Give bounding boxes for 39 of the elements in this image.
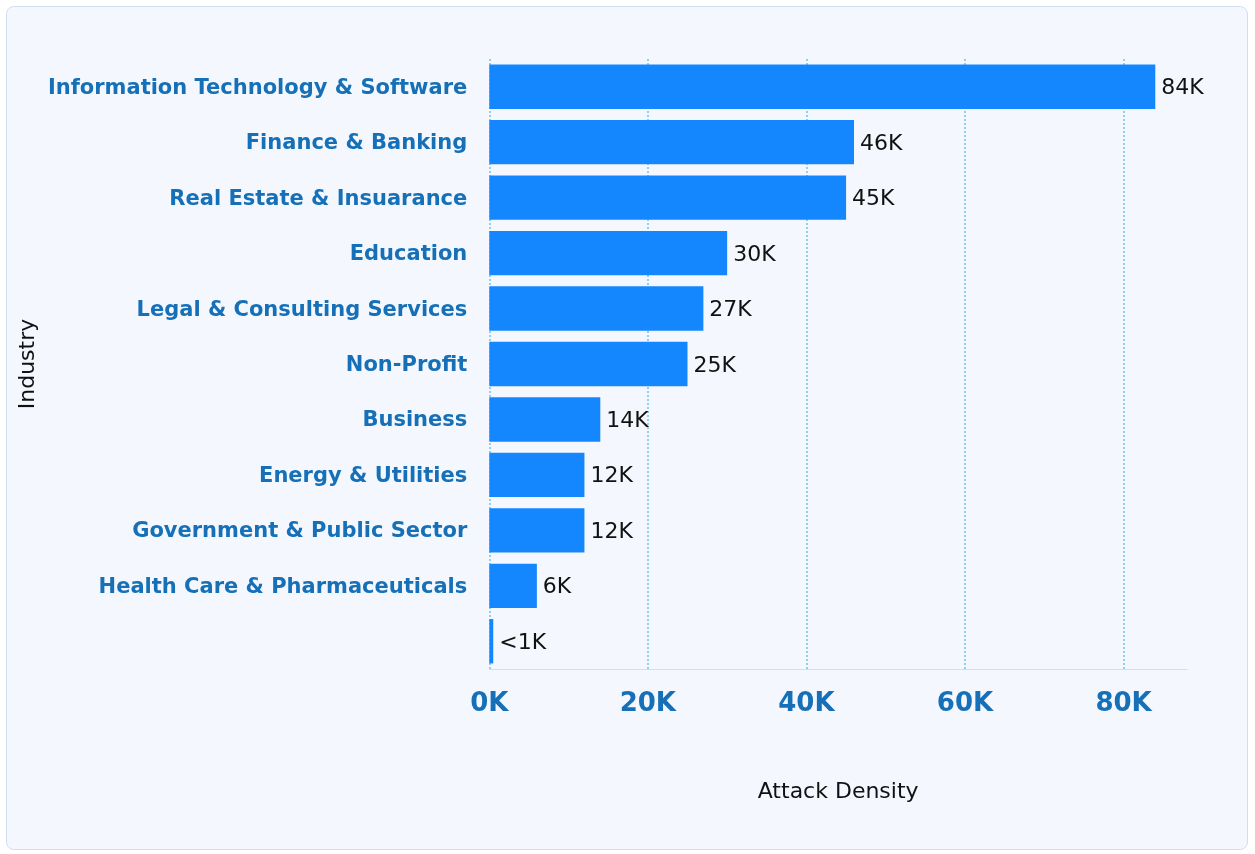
data-label: 45K [852, 185, 896, 211]
y-axis-title: Industry [13, 318, 39, 410]
x-tick-label: 40K [778, 687, 836, 717]
bar [489, 120, 854, 165]
data-label: 12K [590, 462, 634, 488]
bar [489, 563, 537, 608]
data-label: 25K [693, 351, 737, 377]
bar [489, 64, 1156, 109]
bar [489, 175, 847, 220]
bar [489, 286, 704, 331]
bar [489, 508, 585, 553]
bar [489, 230, 728, 276]
x-tick-label: 60K [936, 687, 995, 717]
data-label: 6K [542, 573, 572, 599]
bar [489, 341, 688, 387]
data-label: 12K [590, 517, 634, 543]
y-tick-label: Government & Public Sector [132, 518, 468, 543]
data-label: 46K [860, 129, 903, 155]
y-tick-label: Education [349, 241, 468, 266]
data-label: 27K [709, 296, 753, 322]
data-label: 14K [606, 406, 650, 432]
x-tick-label: 0K [470, 687, 510, 717]
y-tick-label: Energy & Utilities [259, 462, 468, 487]
y-tick-label: Non-Profit [345, 352, 468, 376]
bar [489, 397, 601, 442]
x-axis-title: Attack Density [757, 777, 919, 803]
bar [489, 452, 585, 498]
y-tick-label: Legal & Consulting Services [136, 296, 468, 321]
data-label: 84K [1161, 74, 1205, 100]
bar [489, 619, 494, 664]
y-tick-label: Finance & Banking [245, 130, 468, 155]
y-tick-label: Real Estate & Insuarance [169, 185, 468, 210]
y-tick-label: Information Technology & Software [47, 74, 468, 99]
x-tick-label: 80K [1095, 687, 1153, 717]
y-tick-label: Health Care & Pharmaceuticals [98, 573, 468, 598]
x-tick-label: 20K [619, 687, 677, 717]
data-label: <1K [499, 628, 547, 654]
y-tick-label: Business [362, 407, 468, 432]
data-label: 30K [733, 240, 777, 266]
